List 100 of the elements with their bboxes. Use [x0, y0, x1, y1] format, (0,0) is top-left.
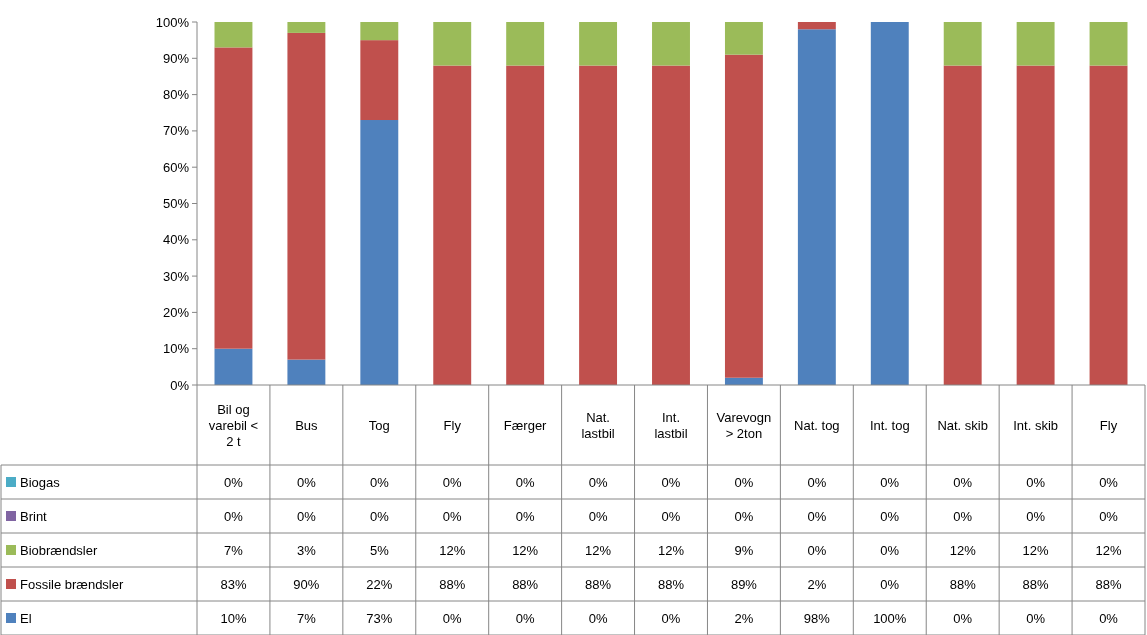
bar [287, 359, 326, 385]
x-tick-label: Tog [368, 417, 390, 433]
data-label: 7% [224, 542, 244, 558]
data-label: 0% [442, 610, 463, 626]
data-label: 12% [949, 542, 977, 558]
data-label: 88% [949, 576, 977, 592]
data-label: 98% [803, 610, 831, 626]
data-label: 0% [369, 508, 390, 524]
x-tick-label: Int. skib [1013, 417, 1059, 433]
bar [870, 22, 909, 385]
bar [360, 120, 399, 385]
data-label: 0% [1099, 508, 1119, 524]
bar [652, 65, 690, 385]
x-tick-label: Fly [443, 417, 462, 433]
x-tick-label: Fly [1099, 417, 1118, 433]
data-label: 0% [1099, 474, 1119, 490]
data-label: 88% [657, 576, 685, 592]
data-label: 12% [1022, 542, 1050, 558]
bar [360, 40, 399, 121]
bar [652, 22, 690, 66]
y-tick-label: 70% [162, 123, 190, 139]
bar [214, 348, 253, 385]
x-tick-label: Varevogn > 2ton [716, 409, 772, 441]
data-label: 2% [734, 610, 754, 626]
data-label: 10% [220, 610, 247, 626]
data-label: 0% [515, 610, 535, 626]
x-tick-label: Int. lastbil [654, 409, 688, 441]
data-label: 88% [585, 576, 612, 592]
data-label: 22% [366, 576, 393, 592]
data-label: 7% [296, 610, 317, 626]
data-label: 0% [807, 474, 827, 490]
legend-label: El [20, 610, 32, 626]
x-tick-label: Bil og varebil < 2 t [208, 401, 259, 449]
y-tick-label: 10% [162, 341, 190, 357]
bar [360, 22, 399, 41]
data-label: 0% [1026, 474, 1046, 490]
bar [724, 22, 763, 55]
data-label: 0% [807, 508, 827, 524]
data-label: 0% [296, 508, 317, 524]
data-label: 88% [439, 576, 466, 592]
x-tick-label: Nat. tog [794, 417, 840, 433]
data-label: 0% [661, 474, 681, 490]
data-label: 12% [585, 542, 612, 558]
y-tick-label: 80% [162, 87, 190, 103]
data-label: 0% [1099, 610, 1119, 626]
data-label: 0% [953, 474, 973, 490]
data-label: 73% [366, 610, 393, 626]
data-label: 0% [880, 542, 900, 558]
data-label: 90% [293, 576, 320, 592]
bar [724, 54, 763, 378]
data-label: 0% [953, 508, 973, 524]
data-label: 0% [442, 474, 463, 490]
bar [579, 65, 618, 385]
bar [943, 65, 982, 385]
x-tick-label: Nat. skib [937, 417, 988, 433]
bar [506, 22, 545, 66]
data-label: 0% [1026, 610, 1046, 626]
legend-label: Biobrændsler [20, 542, 98, 558]
legend-label: Brint [20, 508, 48, 524]
data-label: 100% [873, 610, 907, 626]
bar [287, 32, 326, 360]
data-label: 12% [1095, 542, 1122, 558]
data-label: 0% [515, 508, 535, 524]
y-tick-label: 20% [162, 304, 190, 320]
bar [943, 22, 982, 66]
bar [506, 65, 545, 385]
y-tick-label: 0% [170, 377, 190, 393]
data-label: 0% [224, 474, 244, 490]
bar [797, 22, 836, 30]
data-label: 2% [807, 576, 827, 592]
y-tick-label: 90% [162, 50, 190, 66]
bar [1016, 65, 1055, 385]
y-tick-label: 40% [162, 232, 190, 248]
legend-label: Biogas [20, 474, 61, 490]
data-label: 0% [661, 508, 681, 524]
bar [579, 22, 618, 66]
data-label: 0% [588, 474, 608, 490]
x-tick-label: Int. tog [869, 417, 910, 433]
data-label: 0% [224, 508, 244, 524]
data-label: 9% [734, 542, 754, 558]
data-label: 83% [220, 576, 247, 592]
bar [433, 22, 472, 66]
data-label: 0% [880, 508, 900, 524]
data-label: 0% [588, 610, 608, 626]
bar [1089, 65, 1128, 385]
bar [433, 65, 472, 385]
y-tick-label: 60% [162, 159, 190, 175]
data-label: 89% [730, 576, 758, 592]
data-label: 0% [1026, 508, 1046, 524]
y-tick-label: 100% [155, 14, 190, 30]
bar [1089, 22, 1128, 66]
data-label: 0% [515, 474, 535, 490]
x-tick-label: Bus [295, 417, 319, 433]
data-label: 5% [369, 542, 390, 558]
bar [214, 47, 253, 349]
data-label: 0% [880, 576, 900, 592]
data-label: 0% [734, 474, 754, 490]
data-label: 0% [953, 610, 973, 626]
data-label: 0% [588, 508, 608, 524]
x-tick-label: Færger [503, 417, 548, 433]
